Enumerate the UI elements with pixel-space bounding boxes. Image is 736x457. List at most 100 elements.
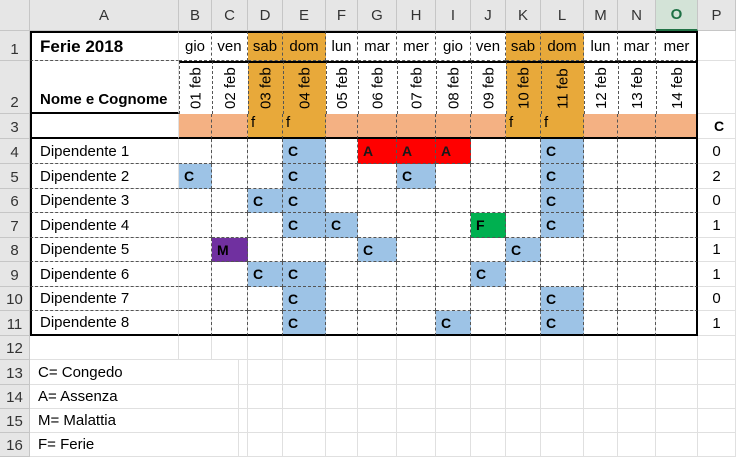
employee-name[interactable]: Dipendente 2 (30, 164, 179, 189)
day-name[interactable]: lun (584, 31, 618, 61)
cell[interactable] (618, 409, 656, 433)
cell[interactable] (397, 433, 436, 457)
day-name[interactable]: mar (358, 31, 397, 61)
cell[interactable] (283, 385, 326, 409)
attendance-cell[interactable] (179, 213, 212, 238)
column-header-b[interactable]: B (179, 0, 212, 31)
attendance-cell[interactable] (358, 164, 397, 189)
weekend-flag-cell[interactable] (326, 114, 358, 139)
cell[interactable] (179, 336, 212, 360)
attendance-cell[interactable] (471, 287, 506, 311)
cell[interactable] (283, 336, 326, 360)
attendance-cell[interactable] (436, 262, 471, 287)
attendance-code-c[interactable]: C (283, 287, 326, 311)
date-header[interactable]: 05 feb (326, 61, 358, 114)
attendance-cell[interactable] (656, 189, 698, 213)
date-header[interactable]: 07 feb (397, 61, 436, 114)
cell[interactable] (698, 385, 736, 409)
attendance-cell[interactable] (179, 287, 212, 311)
attendance-code-c[interactable]: C (283, 311, 326, 336)
employee-name[interactable]: Dipendente 4 (30, 213, 179, 238)
attendance-cell[interactable] (283, 238, 326, 262)
cell[interactable] (326, 433, 358, 457)
attendance-code-c[interactable]: C (506, 238, 541, 262)
attendance-code-f[interactable]: F (471, 213, 506, 238)
cell[interactable] (541, 336, 584, 360)
attendance-code-c[interactable]: C (283, 262, 326, 287)
column-header-k[interactable]: K (506, 0, 541, 31)
date-header[interactable]: 09 feb (471, 61, 506, 114)
attendance-cell[interactable] (358, 311, 397, 336)
attendance-code-c[interactable]: C (283, 164, 326, 189)
column-header-j[interactable]: J (471, 0, 506, 31)
attendance-cell[interactable] (179, 189, 212, 213)
cell[interactable] (248, 433, 283, 457)
row-header-4[interactable]: 4 (0, 139, 30, 164)
column-header-o[interactable]: O (656, 0, 698, 31)
attendance-code-c[interactable]: C (358, 238, 397, 262)
attendance-cell[interactable] (326, 311, 358, 336)
cell[interactable] (698, 433, 736, 457)
cell[interactable] (618, 433, 656, 457)
cell[interactable] (397, 336, 436, 360)
column-header-a[interactable]: A (30, 0, 179, 31)
attendance-cell[interactable] (506, 189, 541, 213)
attendance-cell[interactable] (436, 238, 471, 262)
cell[interactable] (326, 336, 358, 360)
attendance-code-a[interactable]: A (436, 139, 471, 164)
cell[interactable] (436, 433, 471, 457)
attendance-cell[interactable] (656, 164, 698, 189)
cell[interactable] (248, 409, 283, 433)
cell[interactable] (436, 336, 471, 360)
attendance-cell[interactable] (326, 262, 358, 287)
attendance-cell[interactable] (541, 262, 584, 287)
row-header-8[interactable]: 8 (0, 238, 30, 262)
column-header-p[interactable]: P (698, 0, 736, 31)
employee-total[interactable]: 1 (698, 238, 736, 262)
attendance-cell[interactable] (326, 164, 358, 189)
cell[interactable] (248, 360, 283, 385)
column-header-h[interactable]: H (397, 0, 436, 31)
attendance-cell[interactable] (656, 287, 698, 311)
day-name[interactable]: dom (283, 31, 326, 61)
attendance-cell[interactable] (248, 139, 283, 164)
attendance-cell[interactable] (397, 238, 436, 262)
cell[interactable] (436, 360, 471, 385)
attendance-cell[interactable] (212, 262, 248, 287)
attendance-cell[interactable] (436, 164, 471, 189)
cell[interactable] (358, 360, 397, 385)
day-name[interactable]: dom (541, 31, 584, 61)
attendance-cell[interactable] (179, 139, 212, 164)
day-name[interactable]: sab (248, 31, 283, 61)
date-header[interactable]: 02 feb (212, 61, 248, 114)
employee-total[interactable]: 0 (698, 189, 736, 213)
attendance-cell[interactable] (248, 238, 283, 262)
weekend-flag-cell[interactable] (618, 114, 656, 139)
employee-total[interactable]: 2 (698, 164, 736, 189)
attendance-code-c[interactable]: C (397, 164, 436, 189)
cell[interactable] (584, 385, 618, 409)
cell[interactable] (397, 360, 436, 385)
weekend-flag-cell[interactable]: f (541, 114, 584, 139)
employee-total[interactable]: 1 (698, 213, 736, 238)
cell[interactable] (326, 409, 358, 433)
date-header[interactable]: 10 feb (506, 61, 541, 114)
attendance-cell[interactable] (541, 238, 584, 262)
attendance-cell[interactable] (618, 139, 656, 164)
cell[interactable] (436, 385, 471, 409)
cell[interactable] (358, 409, 397, 433)
cell[interactable] (212, 336, 248, 360)
attendance-cell[interactable] (506, 164, 541, 189)
day-name[interactable]: lun (326, 31, 358, 61)
column-header-n[interactable]: N (618, 0, 656, 31)
attendance-cell[interactable] (584, 213, 618, 238)
weekend-flag-cell[interactable] (584, 114, 618, 139)
attendance-code-c[interactable]: C (541, 311, 584, 336)
attendance-cell[interactable] (584, 287, 618, 311)
attendance-cell[interactable] (618, 311, 656, 336)
attendance-cell[interactable] (397, 287, 436, 311)
date-header[interactable]: 04 feb (283, 61, 326, 114)
cell[interactable] (358, 385, 397, 409)
cell[interactable] (471, 409, 506, 433)
attendance-cell[interactable] (506, 262, 541, 287)
